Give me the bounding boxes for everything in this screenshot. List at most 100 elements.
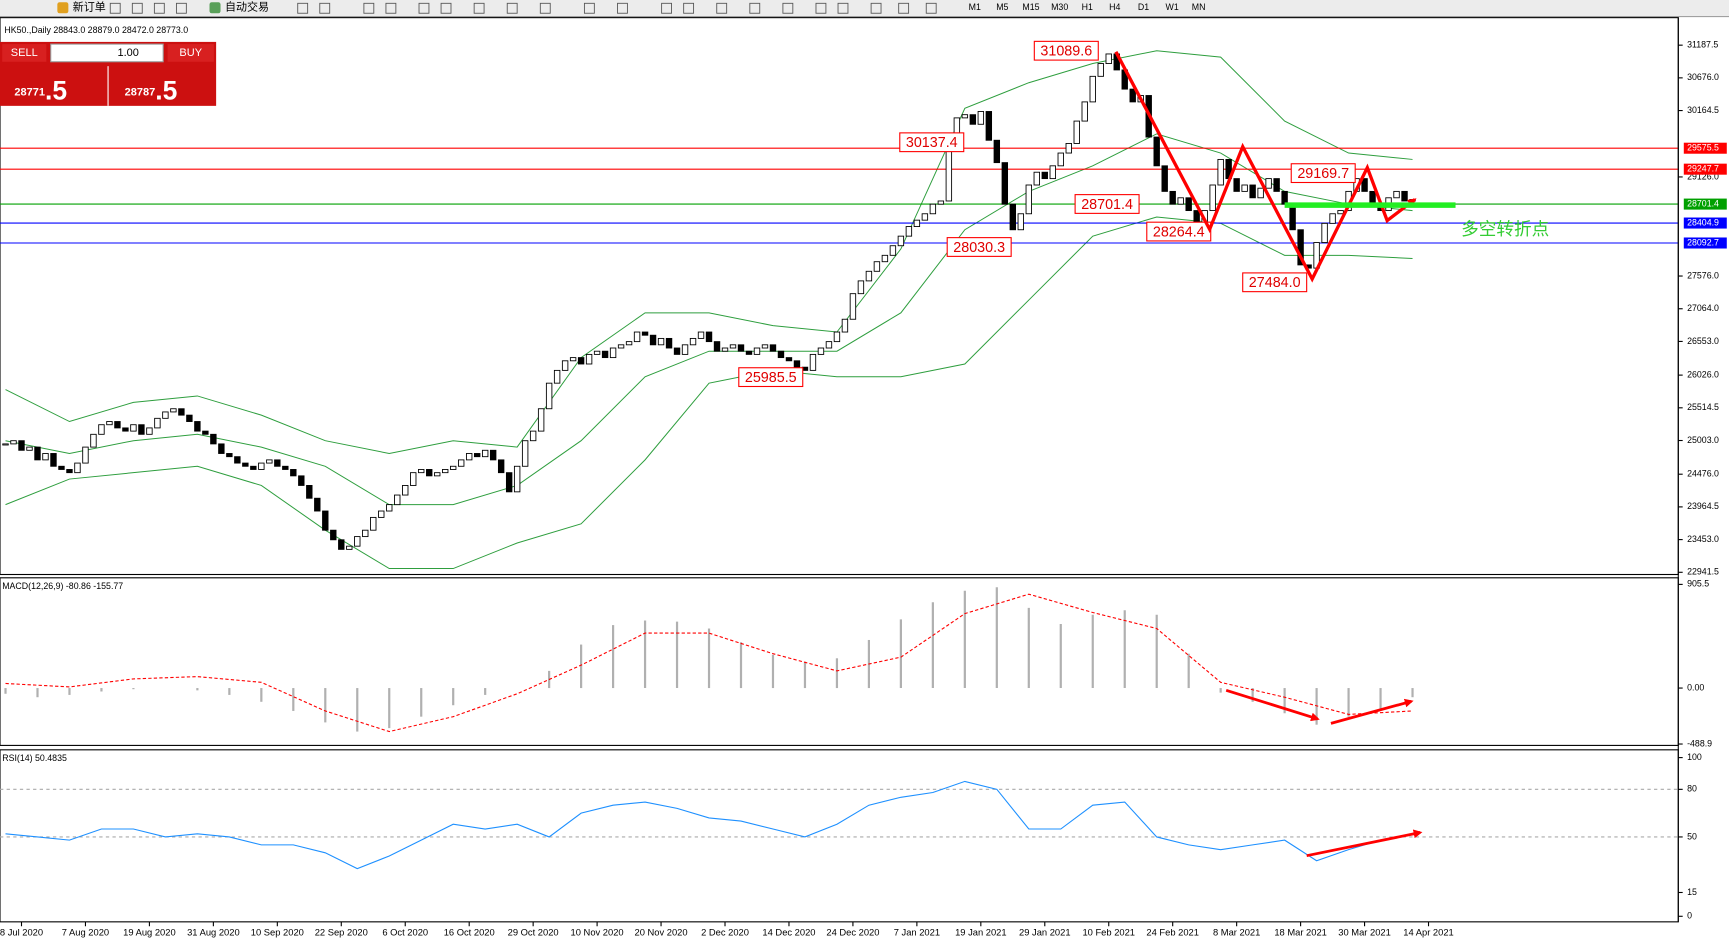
candle xyxy=(673,347,681,355)
candle xyxy=(713,341,721,352)
candle xyxy=(745,350,753,355)
candle xyxy=(322,510,329,531)
candle xyxy=(1401,190,1408,202)
timeframe-button[interactable]: M1 xyxy=(969,2,981,12)
price-callout xyxy=(1033,40,1099,61)
timeframe-button[interactable]: W1 xyxy=(1166,2,1179,12)
candle xyxy=(529,430,537,442)
y-tick-label: 30164.5 xyxy=(1687,105,1719,115)
timeframe-button[interactable]: M5 xyxy=(996,2,1008,12)
level-label: 28404.9 xyxy=(1687,217,1719,227)
sell-price[interactable]: 28771.5 xyxy=(14,76,67,106)
timeframe-button[interactable]: H1 xyxy=(1082,2,1093,12)
candle xyxy=(90,433,97,448)
toolbar-button[interactable]: 新订单 xyxy=(73,0,106,14)
candle xyxy=(154,417,161,429)
toolbar-icon xyxy=(109,2,121,14)
candle xyxy=(170,408,177,413)
bollinger-middle xyxy=(5,133,1413,506)
toolbar-icon xyxy=(440,2,452,14)
x-tick-label: 8 Jul 2020 xyxy=(0,927,43,937)
price-callout xyxy=(899,132,965,153)
x-tick-label: 8 Mar 2021 xyxy=(1213,927,1260,937)
toolbar-icon xyxy=(319,2,331,14)
toolbar-icon xyxy=(175,2,187,14)
toolbar-icon xyxy=(153,2,165,14)
toolbar-icon xyxy=(57,2,69,14)
toolbar-icon xyxy=(363,2,375,14)
x-tick-label: 24 Dec 2020 xyxy=(826,927,879,937)
x-tick-label: 19 Jan 2021 xyxy=(955,927,1007,937)
candle xyxy=(961,114,969,119)
level-tag xyxy=(1683,217,1727,229)
timeframe-button[interactable]: M30 xyxy=(1051,2,1068,12)
candle xyxy=(34,446,41,461)
candle xyxy=(1249,184,1256,199)
buy-button[interactable] xyxy=(167,44,214,62)
candle xyxy=(545,382,553,410)
candle xyxy=(394,494,401,506)
candle xyxy=(937,200,945,205)
x-tick-label: 30 Mar 2021 xyxy=(1338,927,1391,937)
candle xyxy=(513,465,521,493)
buy-price[interactable]: 28787.5 xyxy=(125,76,178,106)
volume-input[interactable] xyxy=(50,43,164,63)
candle xyxy=(1281,190,1288,205)
candle xyxy=(1241,184,1248,192)
candle xyxy=(426,469,433,477)
toolbar-icon xyxy=(418,2,430,14)
toolbar-button[interactable]: 自动交易 xyxy=(225,0,269,14)
sell-button[interactable] xyxy=(2,44,47,62)
candle xyxy=(194,421,201,432)
price-panel xyxy=(0,17,1679,576)
candle xyxy=(1041,171,1048,180)
candle xyxy=(378,510,385,518)
toolbar-icon xyxy=(473,2,485,14)
candle xyxy=(609,347,617,359)
candle xyxy=(1289,203,1296,231)
candle xyxy=(1177,197,1184,205)
y-tick-label: 25003.0 xyxy=(1687,435,1719,445)
candle xyxy=(561,360,569,371)
candle xyxy=(921,213,929,221)
candle xyxy=(697,331,705,339)
sell-label[interactable]: SELL xyxy=(11,47,38,59)
candle xyxy=(1025,184,1032,215)
timeframe-button[interactable]: MN xyxy=(1192,2,1206,12)
timeframe-button[interactable]: H4 xyxy=(1109,2,1120,12)
candle xyxy=(737,344,745,352)
toolbar-icon xyxy=(925,2,937,14)
candle xyxy=(689,337,697,346)
candle xyxy=(705,331,713,343)
candle xyxy=(617,344,625,349)
volume-value[interactable]: 1.00 xyxy=(117,47,138,59)
candle xyxy=(665,337,673,349)
x-tick-label: 29 Oct 2020 xyxy=(508,927,559,937)
rsi-panel xyxy=(0,749,1679,923)
candle xyxy=(258,462,265,470)
candle xyxy=(82,446,89,464)
level-label: 28701.4 xyxy=(1687,198,1719,208)
candle xyxy=(330,529,337,541)
timeframe-button[interactable]: M15 xyxy=(1022,2,1039,12)
candle xyxy=(761,344,769,349)
candle xyxy=(186,414,193,422)
y-tick-label: 30676.0 xyxy=(1687,72,1719,82)
candle xyxy=(865,270,873,282)
timeframe-button[interactable]: D1 xyxy=(1138,2,1149,12)
candle xyxy=(969,114,977,125)
candle xyxy=(681,344,689,355)
candle xyxy=(10,440,17,445)
level-tag xyxy=(1683,237,1727,249)
candle xyxy=(1321,222,1328,243)
toolbar-icon xyxy=(617,2,628,14)
candle xyxy=(434,472,441,477)
candle xyxy=(178,408,185,416)
buy-label[interactable]: BUY xyxy=(179,47,202,59)
candle xyxy=(314,497,321,512)
candle xyxy=(505,472,513,493)
candle xyxy=(465,453,473,461)
candle xyxy=(2,443,9,446)
trend-arrows xyxy=(1114,51,1417,283)
